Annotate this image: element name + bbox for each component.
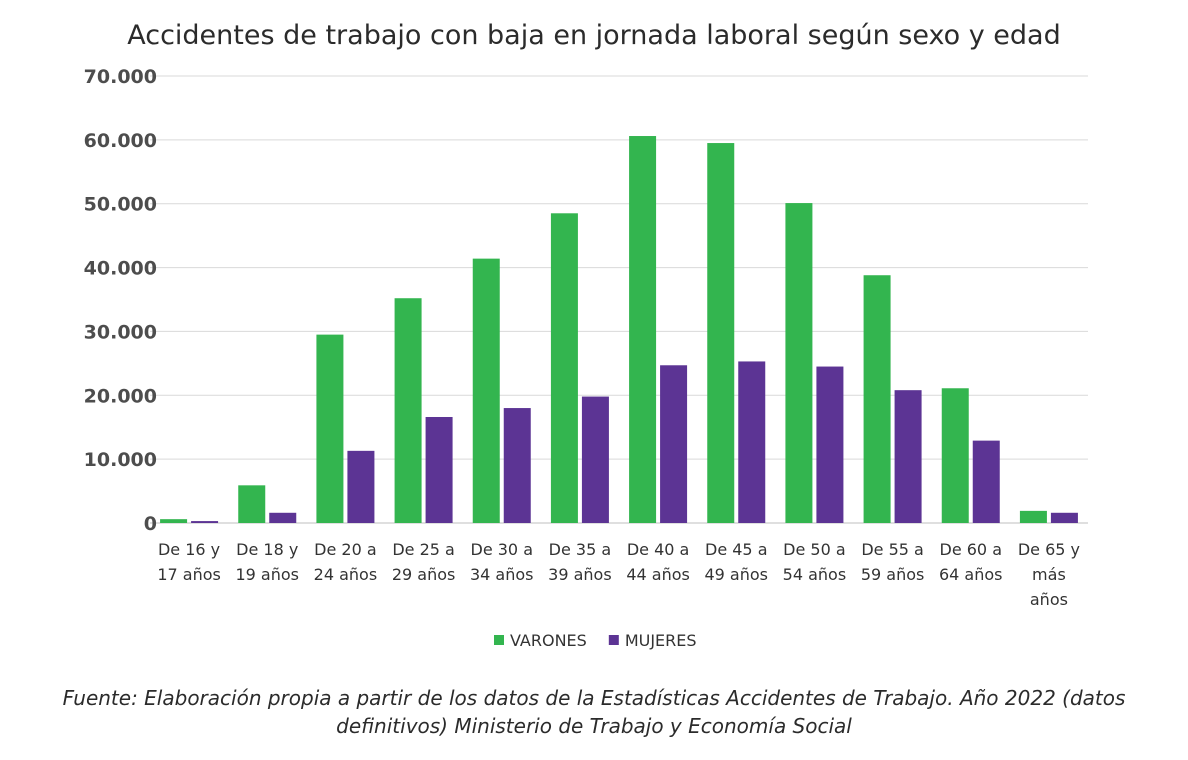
y-tick-label: 10.000 xyxy=(84,449,157,471)
x-tick-label: 44 años xyxy=(626,565,690,584)
y-tick-label: 0 xyxy=(144,513,157,535)
bar-varones-7 xyxy=(629,136,657,524)
bar-mujeres-12 xyxy=(1050,512,1078,523)
y-tick-label: 20.000 xyxy=(84,385,157,407)
y-tick-label: 40.000 xyxy=(84,258,157,280)
x-tick-label: De 45 a xyxy=(705,540,768,559)
x-tick-label: De 65 y xyxy=(1018,540,1080,559)
bar-mujeres-7 xyxy=(660,365,688,523)
x-tick-label: 54 años xyxy=(783,565,847,584)
bar-mujeres-4 xyxy=(425,416,453,523)
bar-varones-6 xyxy=(550,213,578,524)
x-tick-label: De 20 a xyxy=(314,540,377,559)
chart-title: Accidentes de trabajo con baja en jornad… xyxy=(127,20,1061,51)
x-tick-label: 34 años xyxy=(470,565,534,584)
x-tick-label: 49 años xyxy=(704,565,768,584)
bar-varones-9 xyxy=(785,203,813,523)
x-tick-label: 39 años xyxy=(548,565,612,584)
bar-mujeres-11 xyxy=(972,440,1000,523)
legend-label-mujeres: MUJERES xyxy=(625,631,697,650)
x-tick-label: De 40 a xyxy=(627,540,690,559)
x-tick-label: 59 años xyxy=(861,565,925,584)
bar-mujeres-6 xyxy=(581,396,609,523)
x-tick-label: 24 años xyxy=(314,565,378,584)
x-tick-label: De 30 a xyxy=(471,540,534,559)
bar-mujeres-1 xyxy=(191,521,219,523)
y-tick-label: 70.000 xyxy=(84,66,157,88)
legend-swatch-mujeres xyxy=(608,635,619,645)
y-tick-label: 60.000 xyxy=(84,130,157,152)
x-tick-label: De 18 y xyxy=(236,540,298,559)
bar-mujeres-10 xyxy=(894,390,922,523)
source-note: Fuente: Elaboración propia a partir de l… xyxy=(62,686,1126,738)
x-tick-label: años xyxy=(1030,590,1068,609)
x-tick-label: De 16 y xyxy=(158,540,220,559)
bar-varones-3 xyxy=(316,334,344,523)
bar-varones-8 xyxy=(707,143,735,524)
bar-varones-12 xyxy=(1019,510,1047,523)
bar-varones-5 xyxy=(472,258,500,523)
x-tick-label: 64 años xyxy=(939,565,1003,584)
y-tick-label: 30.000 xyxy=(84,321,157,343)
x-tick-label: 29 años xyxy=(392,565,456,584)
bar-mujeres-3 xyxy=(347,450,375,523)
x-tick-label: 19 años xyxy=(235,565,299,584)
x-tick-label: más xyxy=(1032,565,1066,584)
bar-varones-11 xyxy=(941,388,969,523)
bar-varones-2 xyxy=(238,485,266,523)
bar-mujeres-5 xyxy=(503,408,531,523)
x-tick-label: De 35 a xyxy=(549,540,612,559)
x-tick-label: De 55 a xyxy=(861,540,924,559)
x-tick-label: 17 años xyxy=(157,565,221,584)
bar-varones-4 xyxy=(394,298,422,523)
bar-mujeres-8 xyxy=(738,361,766,523)
bar-varones-1 xyxy=(160,519,188,523)
y-tick-label: 50.000 xyxy=(84,194,157,216)
legend-label-varones: VARONES xyxy=(510,631,587,650)
bar-varones-10 xyxy=(863,275,891,523)
x-tick-label: De 25 a xyxy=(392,540,455,559)
legend-swatch-varones xyxy=(494,635,504,645)
x-tick-label: De 50 a xyxy=(783,540,846,559)
bar-mujeres-9 xyxy=(816,366,844,523)
bar-mujeres-2 xyxy=(269,512,297,523)
x-tick-label: De 60 a xyxy=(940,540,1003,559)
